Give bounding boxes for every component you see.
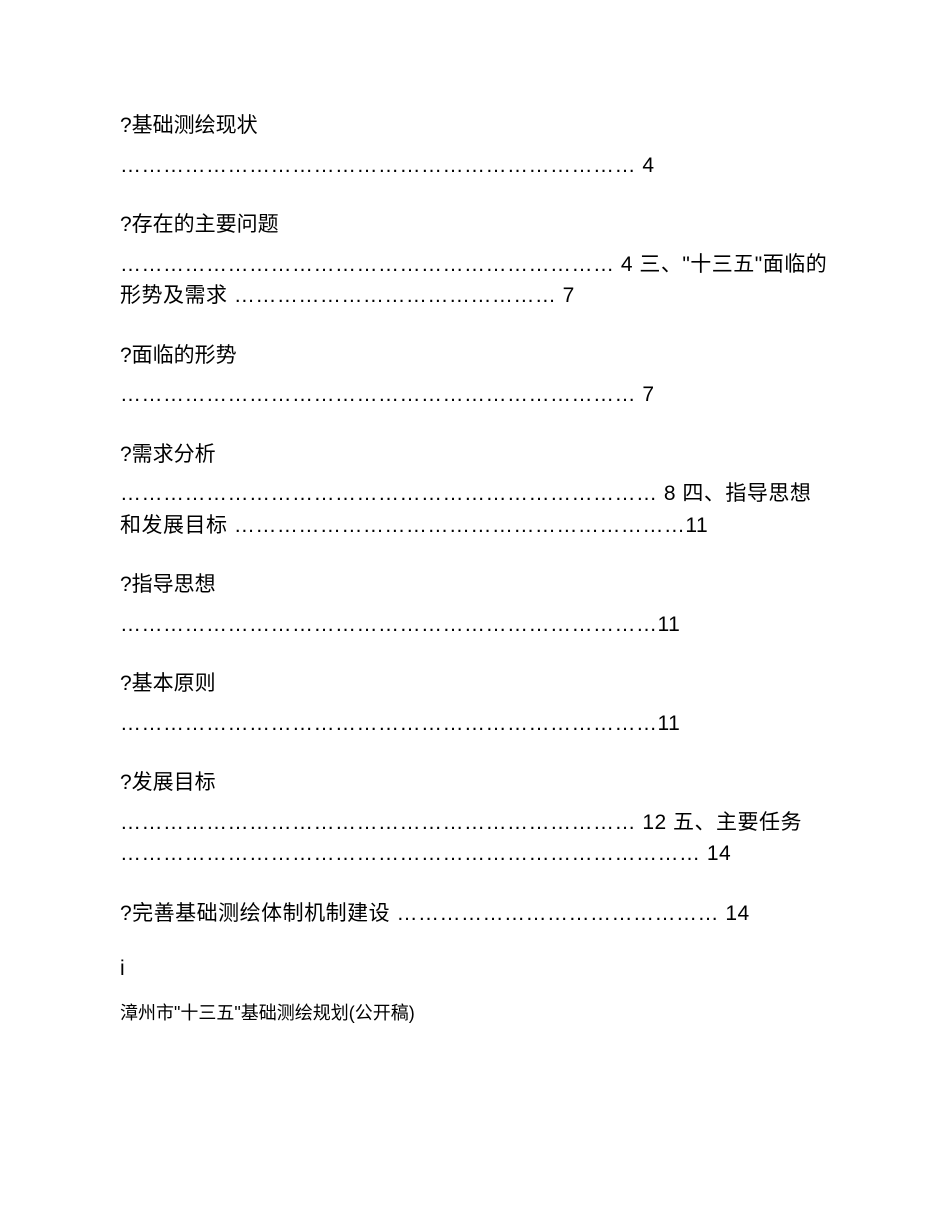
toc-entry: ?基本原则 …………………………………………………………………11 [120, 668, 830, 739]
toc-entry-title: ?基本原则 [120, 668, 830, 700]
toc-entry-dots: ………………………………………………………………… 8 四、指导思想和发展目标 … [120, 478, 830, 541]
toc-entry: ?发展目标 ……………………………………………………………… 12 五、主要任务… [120, 767, 830, 870]
toc-entry-title: ?需求分析 [120, 439, 830, 471]
toc-entry-title: ?面临的形势 [120, 340, 830, 372]
toc-entry: ?需求分析 ………………………………………………………………… 8 四、指导思想… [120, 439, 830, 542]
toc-container: ?基础测绘现状 ……………………………………………………………… 4 ?存在的主… [120, 110, 830, 929]
toc-entry: ?指导思想 …………………………………………………………………11 [120, 569, 830, 640]
toc-entry-title: ?基础测绘现状 [120, 110, 830, 142]
toc-entry-dots: ……………………………………………………………… 4 [120, 150, 830, 182]
toc-entry-dots: ……………………………………………………………… 7 [120, 379, 830, 411]
toc-entry-dots: …………………………………………………………………11 [120, 609, 830, 641]
toc-entry: ?存在的主要问题 …………………………………………………………… 4 三、"十三… [120, 209, 830, 312]
toc-entry: ?完善基础测绘体制机制建设 ……………………………………… 14 [120, 898, 830, 930]
toc-entry: ?面临的形势 ……………………………………………………………… 7 [120, 340, 830, 411]
toc-entry-title: ?发展目标 [120, 767, 830, 799]
document-footer: 漳州市"十三五"基础测绘规划(公开稿) [120, 999, 830, 1025]
toc-entry-dots: ……………………………………………………………… 12 五、主要任务 ……………… [120, 807, 830, 870]
toc-entry-dots: …………………………………………………………… 4 三、"十三五"面临的形势及需… [120, 249, 830, 312]
toc-entry-dots: …………………………………………………………………11 [120, 708, 830, 740]
toc-entry: ?基础测绘现状 ……………………………………………………………… 4 [120, 110, 830, 181]
toc-entry-title: ?完善基础测绘体制机制建设 ……………………………………… 14 [120, 898, 830, 930]
page-number: i [120, 957, 830, 981]
toc-entry-title: ?指导思想 [120, 569, 830, 601]
toc-entry-title: ?存在的主要问题 [120, 209, 830, 241]
